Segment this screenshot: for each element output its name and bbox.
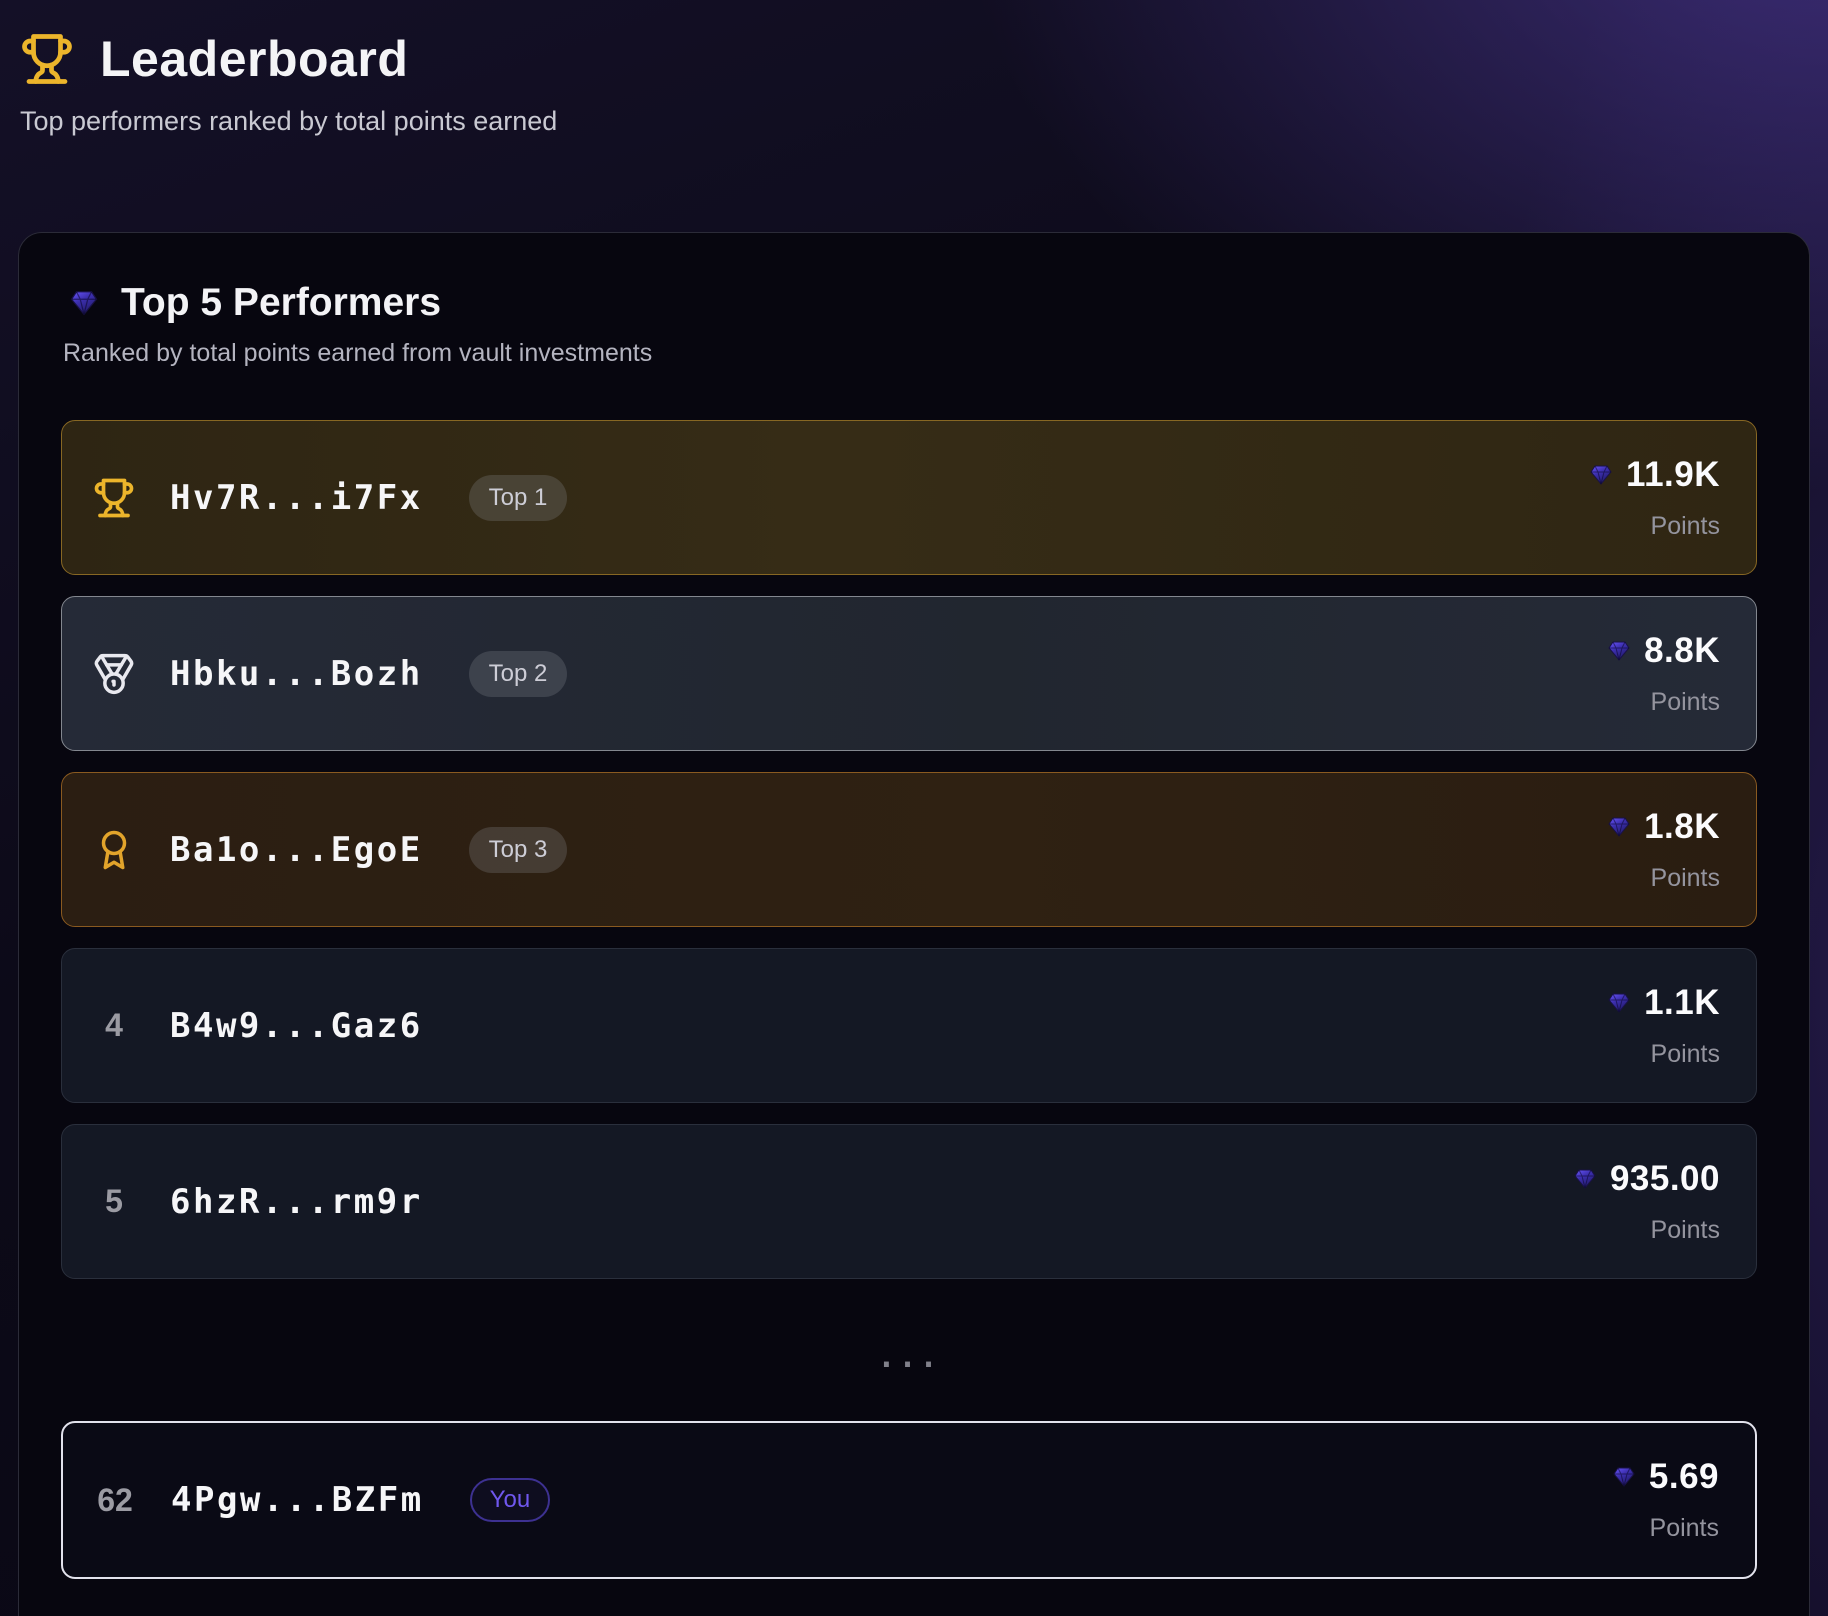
your-rank-row: 62 4Pgw...BZFm You 5.69 Points — [61, 1421, 1757, 1579]
trophy-icon — [22, 34, 72, 84]
gem-icon — [1590, 465, 1612, 485]
gem-icon — [1608, 993, 1630, 1013]
leaderboard-row-5: 5 6hzR...rm9r 935.00 Points — [61, 1124, 1757, 1279]
wallet-address: 6hzR...rm9r — [170, 1181, 423, 1222]
page-title: Leaderboard — [100, 31, 409, 87]
gem-icon — [70, 291, 98, 316]
medal-icon — [94, 653, 134, 694]
rank-number: 5 — [105, 1183, 123, 1219]
points-label: Points — [1650, 1039, 1720, 1068]
points-label: Points — [1649, 1514, 1719, 1542]
panel-title: Top 5 Performers — [121, 281, 442, 324]
points-value: 5.69 — [1648, 1457, 1719, 1496]
panel-subtitle: Ranked by total points earned from vault… — [63, 339, 653, 367]
page-subtitle: Top performers ranked by total points ea… — [20, 106, 558, 136]
leaderboard-row-3: Ba1o...EgoE Top 3 1.8K Points — [61, 772, 1757, 927]
trophy-icon — [94, 478, 134, 517]
gem-icon — [1608, 641, 1630, 661]
points-value: 11.9K — [1626, 454, 1720, 494]
wallet-address: 4Pgw...BZFm — [171, 1480, 424, 1520]
points-value: 1.8K — [1644, 806, 1720, 846]
wallet-address: Ba1o...EgoE — [170, 829, 423, 870]
points-value: 8.8K — [1644, 630, 1720, 670]
wallet-address: Hbku...Bozh — [170, 653, 423, 694]
rank-number: 4 — [105, 1007, 123, 1043]
wallet-address: B4w9...Gaz6 — [170, 1005, 423, 1046]
you-badge: You — [469, 1478, 551, 1522]
wallet-address: Hv7R...i7Fx — [170, 477, 423, 518]
points-value: 935.00 — [1609, 1158, 1720, 1198]
leaderboard-row-1: Hv7R...i7Fx Top 1 11.9K Points — [61, 420, 1757, 575]
leaderboard-card: Top 5 Performers Ranked by total points … — [18, 232, 1810, 1616]
rank-badge: Top 2 — [468, 650, 568, 697]
rank-badge: Top 1 — [468, 474, 568, 521]
gem-icon — [1608, 817, 1630, 837]
gem-icon — [1613, 1467, 1635, 1487]
award-icon — [101, 830, 127, 869]
leaderboard-row-4: 4 B4w9...Gaz6 1.1K Points — [61, 948, 1757, 1103]
leaderboard-rows: Hv7R...i7Fx Top 1 11.9K Points — [61, 420, 1757, 1279]
page-header: Leaderboard Top performers ranked by tot… — [0, 0, 1828, 137]
points-label: Points — [1650, 511, 1720, 540]
rank-number: 62 — [97, 1481, 133, 1518]
rank-badge: Top 3 — [468, 826, 568, 873]
points-label: Points — [1650, 687, 1720, 716]
points-label: Points — [1650, 863, 1720, 892]
points-value: 1.1K — [1644, 982, 1720, 1022]
leaderboard-row-2: Hbku...Bozh Top 2 8.8K Points — [61, 596, 1757, 751]
ellipsis-separator: ... — [877, 1340, 941, 1375]
panel-header: Top 5 Performers — [61, 281, 1757, 325]
gem-icon — [1574, 1169, 1596, 1189]
points-label: Points — [1650, 1215, 1720, 1244]
